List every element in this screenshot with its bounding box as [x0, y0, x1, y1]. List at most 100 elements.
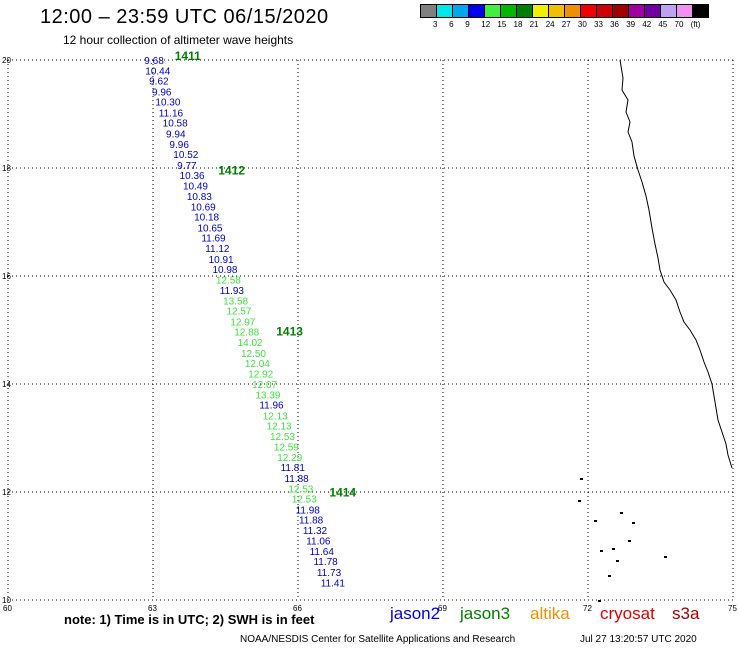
island-mark: [600, 550, 603, 552]
wave-height-label: 12.97: [230, 317, 255, 328]
mission-jason3: jason3: [460, 604, 511, 623]
legend-swatch: [436, 4, 453, 18]
legend-swatch: [628, 4, 645, 18]
wave-height-label: 12.50: [241, 349, 266, 360]
wave-height-label: 14.02: [238, 338, 263, 349]
lon-tick-label: 66: [293, 604, 302, 613]
wave-height-label: 11.73: [317, 568, 342, 579]
legend-label: 70: [674, 20, 684, 29]
wave-height-label: 10.18: [194, 213, 219, 224]
legend-swatch: [500, 4, 517, 18]
lat-tick-label: 14: [2, 380, 11, 389]
lon-tick-label: 75: [728, 604, 737, 613]
legend-label: 24: [545, 20, 555, 29]
legend-swatch: [468, 4, 485, 18]
wave-height-label: 11.78: [313, 557, 338, 568]
lat-tick-label: 20: [2, 56, 11, 65]
wave-height-label: 10.44: [145, 66, 170, 77]
wave-height-label: 12.92: [248, 369, 273, 380]
coastline: [619, 59, 733, 469]
wave-height-label: 10.58: [163, 119, 188, 130]
wave-height-label: 11.06: [306, 537, 331, 548]
wave-height-label: 11.16: [159, 108, 184, 119]
legend-swatch: [692, 4, 709, 18]
legend-swatch: [452, 4, 469, 18]
legend-label: 15: [497, 20, 507, 29]
lat-tick-label: 16: [2, 272, 11, 281]
credit-text: NOAA/NESDIS Center for Satellite Applica…: [240, 634, 516, 645]
wave-height-label: 11.93: [220, 286, 245, 297]
island-mark: [628, 540, 631, 542]
mission-jason2: jason2: [390, 604, 441, 623]
wave-height-label: 10.65: [197, 223, 222, 234]
wave-height-label: 12.13: [263, 411, 288, 422]
legend-label: 39: [626, 20, 636, 29]
legend-label: 36: [610, 20, 619, 29]
color-legend: 3 6 9 12 15 18 21 24 27 30 33 36 39 42 45 70 (ft): [420, 4, 740, 30]
wave-height-label: 12.88: [234, 328, 259, 339]
island-mark: [620, 512, 623, 514]
wave-height-label: 12.53: [270, 432, 295, 443]
wave-height-label: 9.62: [149, 77, 169, 88]
legend-label: 27: [561, 20, 571, 29]
legend-label: 45: [658, 20, 668, 29]
legend-label: 12: [481, 20, 491, 29]
chart-title: 12:00 – 23:59 UTC 06/15/2020: [40, 6, 329, 28]
footer-note: note: 1) Time is in UTC; 2) SWH is in fe…: [64, 612, 315, 627]
wave-height-label: 10.49: [183, 181, 208, 192]
legend-swatch: [580, 4, 597, 18]
island-mark: [578, 500, 581, 502]
island-mark: [616, 560, 619, 562]
island-mark: [612, 548, 615, 550]
wave-height-label: 12.29: [277, 453, 302, 464]
mission-altika: altika: [530, 604, 570, 623]
legend-label: 3: [433, 20, 438, 29]
legend-label: 30: [577, 20, 587, 29]
pass-number-label: 1414: [329, 485, 356, 499]
wave-height-label: 10.83: [187, 192, 212, 203]
pass-number-label: 1413: [276, 324, 303, 338]
island-mark: [598, 600, 601, 602]
wave-height-label: 12.53: [288, 484, 313, 495]
lon-tick-label: 63: [148, 604, 157, 613]
wave-height-label: 10.91: [209, 255, 234, 266]
wave-height-label: 11.69: [201, 234, 226, 245]
legend-swatch: [612, 4, 629, 18]
wave-height-label: 9.68: [144, 56, 164, 67]
wave-height-label: 11.64: [310, 547, 335, 558]
island-mark: [664, 556, 667, 558]
legend-swatch: [596, 4, 613, 18]
legend-swatch: [516, 4, 533, 18]
mission-cryosat: cryosat: [600, 604, 655, 623]
legend-swatch: [564, 4, 581, 18]
island-mark: [608, 575, 611, 577]
legend-swatches: [420, 4, 740, 18]
wave-height-label: 10.36: [180, 171, 205, 182]
island-mark: [594, 520, 597, 522]
legend-swatch: [548, 4, 565, 18]
wave-height-label: 12.53: [292, 495, 317, 506]
wave-height-label: 12.57: [226, 307, 251, 318]
legend-swatch: [420, 4, 437, 18]
wave-height-label: 11.12: [205, 244, 230, 255]
wave-height-label: 11.88: [299, 516, 324, 527]
wave-height-label: 12.13: [267, 422, 292, 433]
legend-label: 18: [513, 20, 523, 29]
wave-height-label: 9.94: [166, 130, 186, 141]
legend-label: 33: [594, 20, 603, 29]
chart-subtitle: 12 hour collection of altimeter wave hei…: [63, 33, 294, 47]
wave-height-label: 11.81: [281, 463, 306, 474]
wave-height-label: 12.59: [274, 443, 299, 454]
legend-swatch: [676, 4, 693, 18]
lon-tick-label: 69: [438, 604, 447, 613]
legend-label: 42: [642, 20, 652, 29]
wave-height-label: 12.04: [245, 359, 270, 370]
wave-height-label: 9.96: [169, 140, 189, 151]
wave-height-label: 10.52: [173, 150, 198, 161]
legend-label: 9: [465, 20, 470, 29]
wave-height-label: 10.30: [155, 98, 180, 109]
wave-height-label: 13.39: [255, 390, 280, 401]
wave-height-label: 10.69: [191, 202, 216, 213]
wave-height-label: 11.41: [321, 578, 346, 589]
